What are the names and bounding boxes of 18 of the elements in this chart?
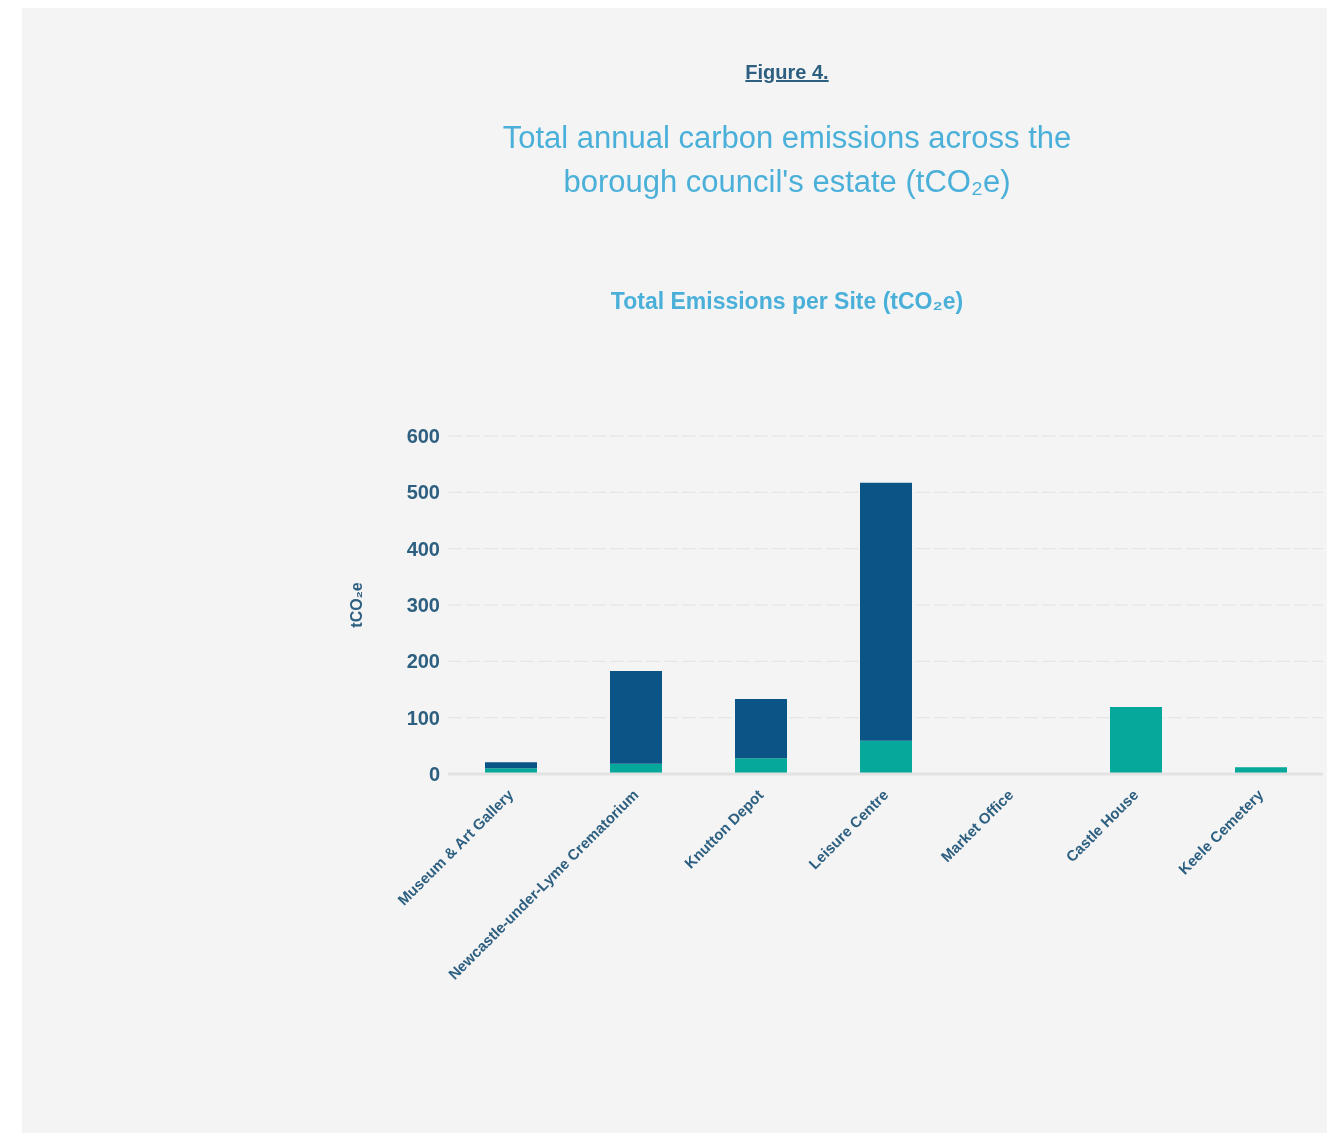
bar bbox=[735, 758, 787, 774]
chart-subtitle: Total Emissions per Site (tCO₂e) bbox=[609, 288, 965, 315]
y-tick-label: 0 bbox=[428, 763, 440, 786]
bar bbox=[860, 740, 912, 774]
bar bbox=[485, 762, 537, 769]
bar bbox=[860, 482, 912, 741]
y-tick-label: 500 bbox=[406, 481, 440, 504]
y-axis-title: tCO₂e bbox=[347, 582, 365, 628]
y-tick-label: 100 bbox=[406, 706, 440, 729]
bar bbox=[610, 670, 662, 764]
bar bbox=[735, 699, 787, 759]
y-tick-label: 300 bbox=[406, 594, 440, 617]
y-tick-label: 400 bbox=[406, 537, 440, 560]
caption: Figure 4. bbox=[744, 61, 830, 84]
chart-title: Total annual carbon emissions across the borough council's estate (tCO₂e) bbox=[501, 119, 1073, 201]
y-tick-label: 200 bbox=[406, 650, 440, 673]
bar bbox=[1110, 706, 1162, 774]
y-tick-label: 600 bbox=[406, 425, 440, 448]
